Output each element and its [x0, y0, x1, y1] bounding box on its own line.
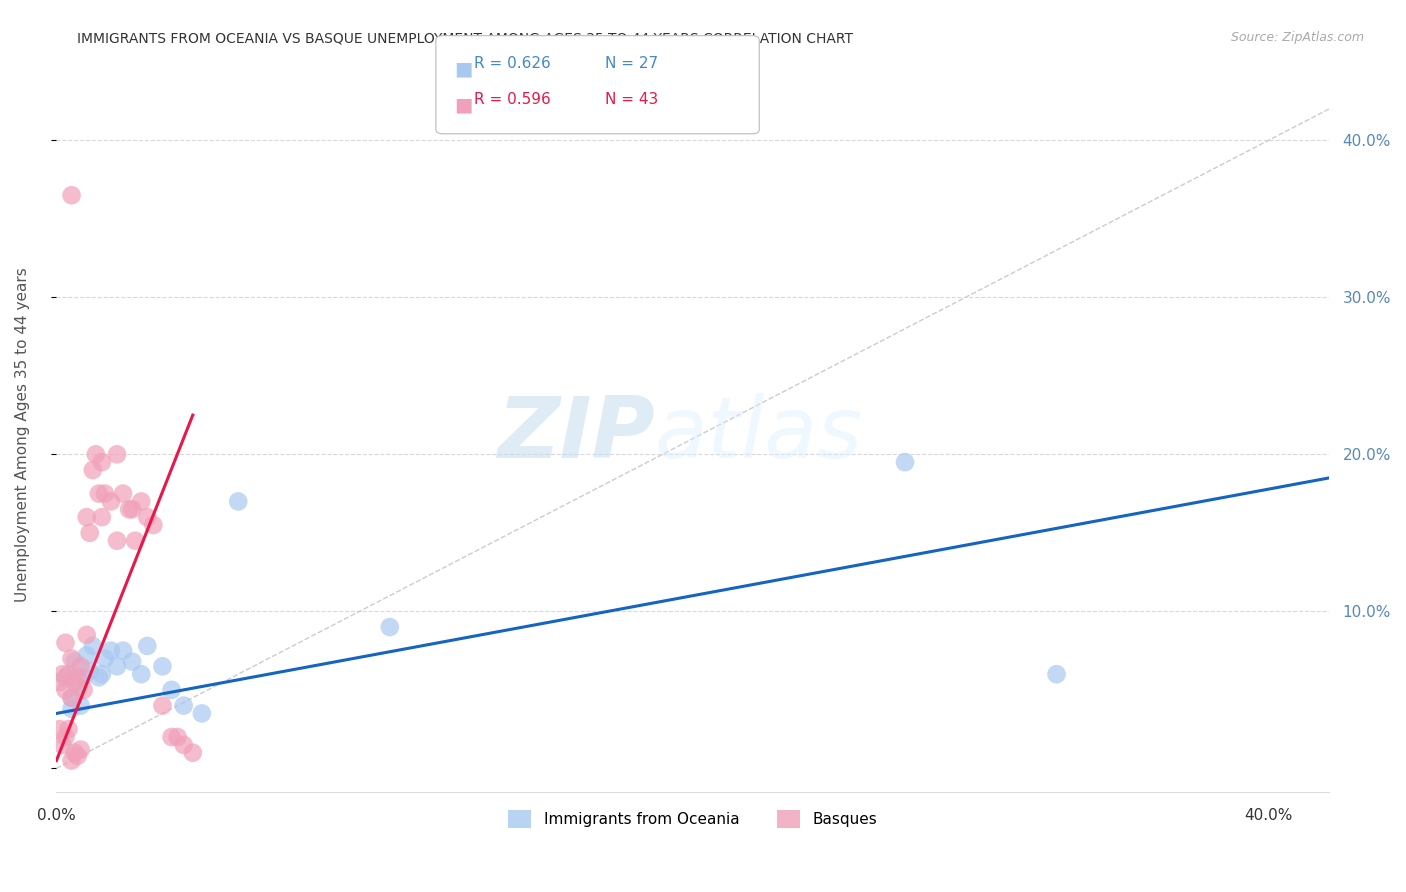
Point [160, 682, 183, 697]
Point [51, 667, 73, 681]
Point [69, 698, 91, 713]
Point [66, 680, 89, 694]
Point [94, 651, 117, 665]
Point [152, 698, 174, 713]
Point [105, 447, 128, 461]
Text: Source: ZipAtlas.com: Source: ZipAtlas.com [1230, 31, 1364, 45]
Point [94, 486, 117, 500]
Point [60, 188, 83, 202]
Point [100, 643, 122, 657]
Point [55, 730, 77, 744]
Legend: Immigrants from Oceania, Basques: Immigrants from Oceania, Basques [502, 804, 883, 834]
Point [378, 620, 401, 634]
Point [76, 648, 98, 663]
Point [105, 659, 128, 673]
Point [894, 455, 917, 469]
Text: IMMIGRANTS FROM OCEANIA VS BASQUE UNEMPLOYMENT AMONG AGES 35 TO 44 YEARS CORRELA: IMMIGRANTS FROM OCEANIA VS BASQUE UNEMPL… [77, 31, 853, 45]
Point [63, 675, 86, 690]
Point [55, 636, 77, 650]
Point [55, 682, 77, 697]
Point [136, 510, 159, 524]
Point [118, 502, 141, 516]
Text: ■: ■ [454, 60, 472, 78]
Point [48, 675, 70, 690]
Text: ZIP: ZIP [498, 393, 655, 476]
Point [121, 502, 143, 516]
Point [55, 670, 77, 684]
Point [66, 670, 89, 684]
Point [112, 643, 135, 657]
Text: ■: ■ [454, 95, 472, 114]
Point [90, 667, 112, 681]
Point [48, 722, 70, 736]
Point [112, 486, 135, 500]
Point [69, 742, 91, 756]
Point [226, 494, 249, 508]
Point [90, 455, 112, 469]
Point [79, 525, 101, 540]
Point [166, 730, 188, 744]
Point [76, 510, 98, 524]
Point [90, 510, 112, 524]
Point [58, 667, 80, 681]
Text: atlas: atlas [655, 393, 863, 476]
Y-axis label: Unemployment Among Ages 35 to 44 years: Unemployment Among Ages 35 to 44 years [15, 268, 30, 602]
Point [73, 682, 96, 697]
Point [1045, 667, 1067, 681]
Point [136, 639, 159, 653]
Point [79, 664, 101, 678]
Point [100, 494, 122, 508]
Text: N = 43: N = 43 [605, 92, 658, 107]
Text: R = 0.596: R = 0.596 [474, 92, 551, 107]
Point [142, 518, 165, 533]
Point [160, 730, 183, 744]
Point [173, 698, 195, 713]
Point [69, 659, 91, 673]
Point [173, 738, 195, 752]
Point [152, 659, 174, 673]
Point [129, 667, 152, 681]
Point [66, 748, 89, 763]
Point [60, 651, 83, 665]
Point [60, 690, 83, 705]
Point [181, 746, 204, 760]
Point [58, 722, 80, 736]
Point [60, 754, 83, 768]
Point [124, 533, 146, 548]
Text: R = 0.626: R = 0.626 [474, 56, 551, 71]
Point [63, 746, 86, 760]
Point [84, 447, 107, 461]
Point [82, 639, 104, 653]
Point [82, 463, 104, 477]
Point [87, 486, 110, 500]
Point [73, 670, 96, 684]
Point [51, 738, 73, 752]
Point [60, 702, 83, 716]
Point [105, 533, 128, 548]
Point [60, 690, 83, 705]
Point [191, 706, 214, 721]
Point [129, 494, 152, 508]
Point [76, 628, 98, 642]
Point [63, 655, 86, 669]
Point [121, 655, 143, 669]
Text: N = 27: N = 27 [605, 56, 658, 71]
Point [87, 670, 110, 684]
